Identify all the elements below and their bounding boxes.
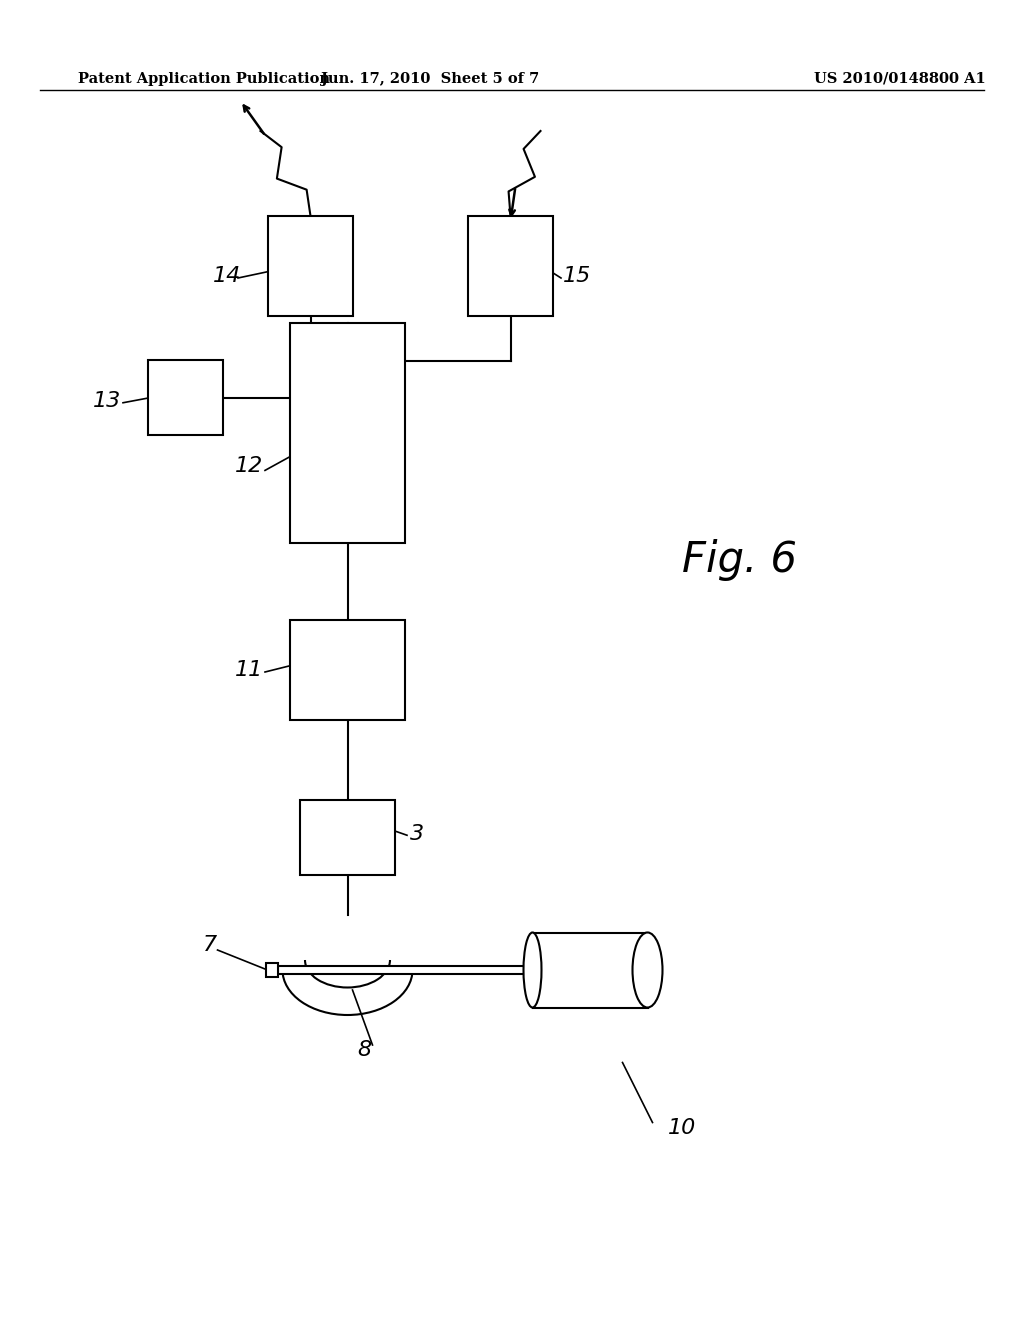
- Text: 15: 15: [563, 267, 591, 286]
- Bar: [148, 360, 223, 436]
- Text: 8: 8: [357, 1040, 372, 1060]
- Text: 11: 11: [234, 660, 263, 680]
- Text: Fig. 6: Fig. 6: [683, 539, 798, 581]
- Bar: [265, 964, 278, 977]
- Bar: [278, 966, 532, 974]
- Bar: [268, 216, 353, 315]
- Text: 13: 13: [93, 391, 121, 412]
- Text: US 2010/0148800 A1: US 2010/0148800 A1: [814, 73, 986, 86]
- Text: 3: 3: [410, 824, 424, 843]
- Bar: [290, 323, 406, 543]
- Bar: [300, 800, 395, 875]
- Text: Patent Application Publication: Patent Application Publication: [78, 73, 330, 86]
- Bar: [290, 620, 406, 719]
- Text: 14: 14: [213, 267, 242, 286]
- Ellipse shape: [523, 932, 542, 1007]
- Text: 10: 10: [668, 1118, 695, 1138]
- Text: 12: 12: [234, 455, 263, 477]
- Bar: [532, 932, 647, 1007]
- Ellipse shape: [633, 932, 663, 1007]
- Text: Jun. 17, 2010  Sheet 5 of 7: Jun. 17, 2010 Sheet 5 of 7: [321, 73, 539, 86]
- Text: 7: 7: [203, 935, 217, 954]
- Bar: [468, 216, 553, 315]
